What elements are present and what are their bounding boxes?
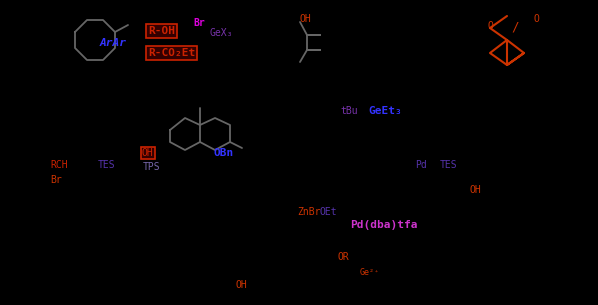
Text: Pd(dba)tfa: Pd(dba)tfa bbox=[350, 220, 417, 230]
Text: OR: OR bbox=[337, 252, 349, 262]
Text: OBn: OBn bbox=[213, 148, 233, 158]
Text: GeEt₃: GeEt₃ bbox=[368, 106, 402, 116]
Text: OEt: OEt bbox=[320, 207, 338, 217]
Text: TPS: TPS bbox=[143, 162, 161, 172]
Text: Ge²⁺: Ge²⁺ bbox=[360, 268, 380, 277]
Text: Pd: Pd bbox=[415, 160, 427, 170]
Text: OH: OH bbox=[300, 14, 312, 24]
Text: OH: OH bbox=[142, 148, 154, 158]
Text: OH: OH bbox=[470, 185, 482, 195]
Text: /: / bbox=[511, 21, 518, 34]
Text: Br: Br bbox=[193, 18, 205, 28]
Text: O: O bbox=[487, 21, 493, 31]
Text: Br: Br bbox=[50, 175, 62, 185]
Text: OH: OH bbox=[235, 280, 247, 290]
Text: GeX₃: GeX₃ bbox=[210, 28, 233, 38]
Text: R-CO₂Et: R-CO₂Et bbox=[148, 48, 196, 58]
Text: R-OH: R-OH bbox=[148, 26, 175, 36]
Text: TES: TES bbox=[98, 160, 115, 170]
Text: O: O bbox=[533, 14, 539, 24]
Text: ArAr: ArAr bbox=[100, 38, 127, 48]
Text: ZnBr: ZnBr bbox=[297, 207, 321, 217]
Text: RCH: RCH bbox=[50, 160, 68, 170]
Text: TES: TES bbox=[440, 160, 457, 170]
Text: tBu: tBu bbox=[340, 106, 358, 116]
